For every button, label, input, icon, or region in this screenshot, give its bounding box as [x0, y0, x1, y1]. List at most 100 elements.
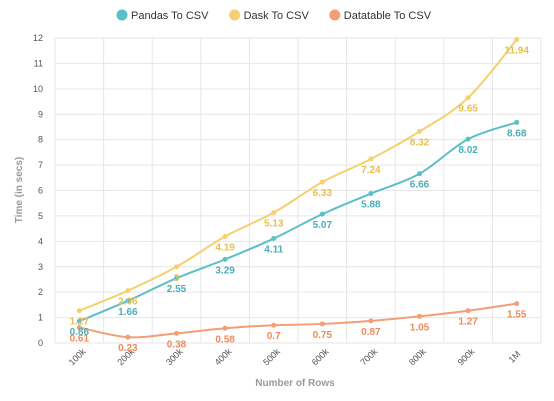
data-label: 5.88 — [361, 200, 381, 211]
data-point — [174, 264, 179, 270]
data-point — [319, 321, 325, 327]
data-point — [417, 129, 422, 135]
data-label: 5.13 — [264, 219, 284, 230]
data-point — [174, 275, 179, 281]
series-line — [78, 121, 518, 323]
data-label: 1.27 — [458, 317, 478, 328]
data-label: 11.94 — [504, 46, 529, 57]
data-label: 5.07 — [313, 220, 333, 231]
data-label: 1.27 — [70, 317, 90, 328]
data-label: 0.61 — [70, 333, 90, 344]
data-label: 1.66 — [118, 307, 138, 318]
data-label: 2.55 — [167, 284, 187, 295]
data-labels: 0.86 1.66 2.55 3.29 4.11 5.07 5.88 6.66 8.02 8.68… — [70, 46, 530, 355]
series-line — [78, 38, 518, 312]
legend-label: Dask To CSV — [244, 10, 310, 22]
y-tick-label: 8 — [38, 135, 43, 145]
series-layer — [76, 37, 520, 340]
legend-item: Datatable To CSV — [329, 9, 432, 22]
data-point — [125, 288, 131, 294]
data-point — [465, 95, 471, 101]
x-tick-label: 500k — [261, 346, 282, 367]
y-tick-label: 7 — [38, 160, 43, 170]
y-tick-label: 10 — [33, 84, 43, 94]
series-dask-to-csv — [76, 37, 520, 314]
data-label: 6.66 — [410, 180, 430, 191]
legend-item: Dask To CSV — [229, 9, 310, 22]
y-tick-label: 2 — [38, 287, 43, 297]
legend-label: Datatable To CSV — [344, 10, 432, 22]
x-tick-label: 400k — [213, 346, 234, 367]
data-label: 1.55 — [507, 310, 527, 321]
data-point — [417, 171, 422, 177]
x-tick-label: 100k — [67, 346, 88, 367]
y-tick-label: 3 — [38, 262, 43, 272]
series-pandas-to-csv — [76, 119, 520, 324]
data-point — [514, 301, 520, 307]
y-tick-label: 1 — [38, 313, 43, 323]
legend: Pandas To CSV Dask To CSV Datatable To CSV — [116, 9, 432, 22]
data-label: 2.06 — [118, 297, 138, 308]
series-datatable-to-csv — [76, 301, 520, 340]
data-point — [222, 256, 228, 262]
y-tick-label: 0 — [38, 338, 43, 348]
data-label: 8.32 — [410, 138, 430, 149]
y-tick-label: 9 — [38, 109, 43, 119]
data-label: 7.24 — [361, 165, 381, 176]
legend-label: Pandas To CSV — [131, 10, 209, 22]
y-tick-label: 5 — [38, 211, 43, 221]
data-point — [368, 156, 374, 162]
x-tick-label: 900k — [456, 346, 477, 367]
data-label: 4.19 — [215, 243, 235, 254]
legend-swatch — [229, 9, 241, 21]
data-point — [368, 318, 374, 324]
data-point — [319, 179, 325, 185]
x-tick-label: 600k — [310, 346, 331, 367]
data-point — [125, 298, 131, 304]
data-label: 4.11 — [264, 245, 283, 256]
data-point — [174, 330, 179, 336]
data-point — [271, 236, 277, 242]
data-label: 8.68 — [507, 128, 527, 139]
legend-swatch — [329, 9, 341, 21]
data-point — [368, 191, 374, 197]
y-tick-label: 4 — [38, 236, 43, 246]
data-point — [76, 308, 82, 314]
data-point — [465, 308, 471, 314]
data-point — [465, 136, 471, 142]
data-point — [222, 234, 228, 240]
data-label: 0.87 — [361, 327, 381, 338]
data-point — [271, 210, 277, 216]
data-label: 1.05 — [410, 322, 430, 333]
data-point — [514, 119, 520, 125]
data-point — [222, 325, 228, 331]
x-tick-label: 700k — [358, 346, 379, 367]
data-point — [319, 211, 325, 217]
grid-lines — [54, 37, 542, 344]
data-label: 9.65 — [458, 104, 478, 115]
data-label: 0.38 — [167, 339, 187, 350]
data-label: 0.75 — [313, 330, 333, 341]
data-label: 0.23 — [118, 343, 138, 354]
legend-swatch — [116, 9, 128, 21]
data-label: 3.29 — [215, 265, 235, 276]
data-label: 8.02 — [458, 145, 478, 156]
data-point — [514, 37, 520, 43]
data-label: 0.58 — [215, 334, 235, 345]
data-point — [76, 324, 82, 330]
data-point — [417, 313, 422, 319]
y-tick-label: 12 — [33, 33, 43, 43]
y-tick-label: 6 — [38, 186, 43, 196]
x-axis-title: Number of Rows — [255, 378, 335, 389]
y-tick-label: 11 — [34, 58, 43, 68]
x-tick-label: 800k — [407, 346, 428, 367]
legend-item: Pandas To CSV — [116, 9, 209, 22]
x-tick-label: 1M — [507, 349, 523, 365]
series-line — [79, 302, 517, 339]
data-label: 6.33 — [313, 188, 333, 199]
data-label: 3 — [174, 273, 180, 284]
data-label: 0.86 — [70, 327, 90, 338]
data-label: 0.7 — [267, 331, 281, 342]
